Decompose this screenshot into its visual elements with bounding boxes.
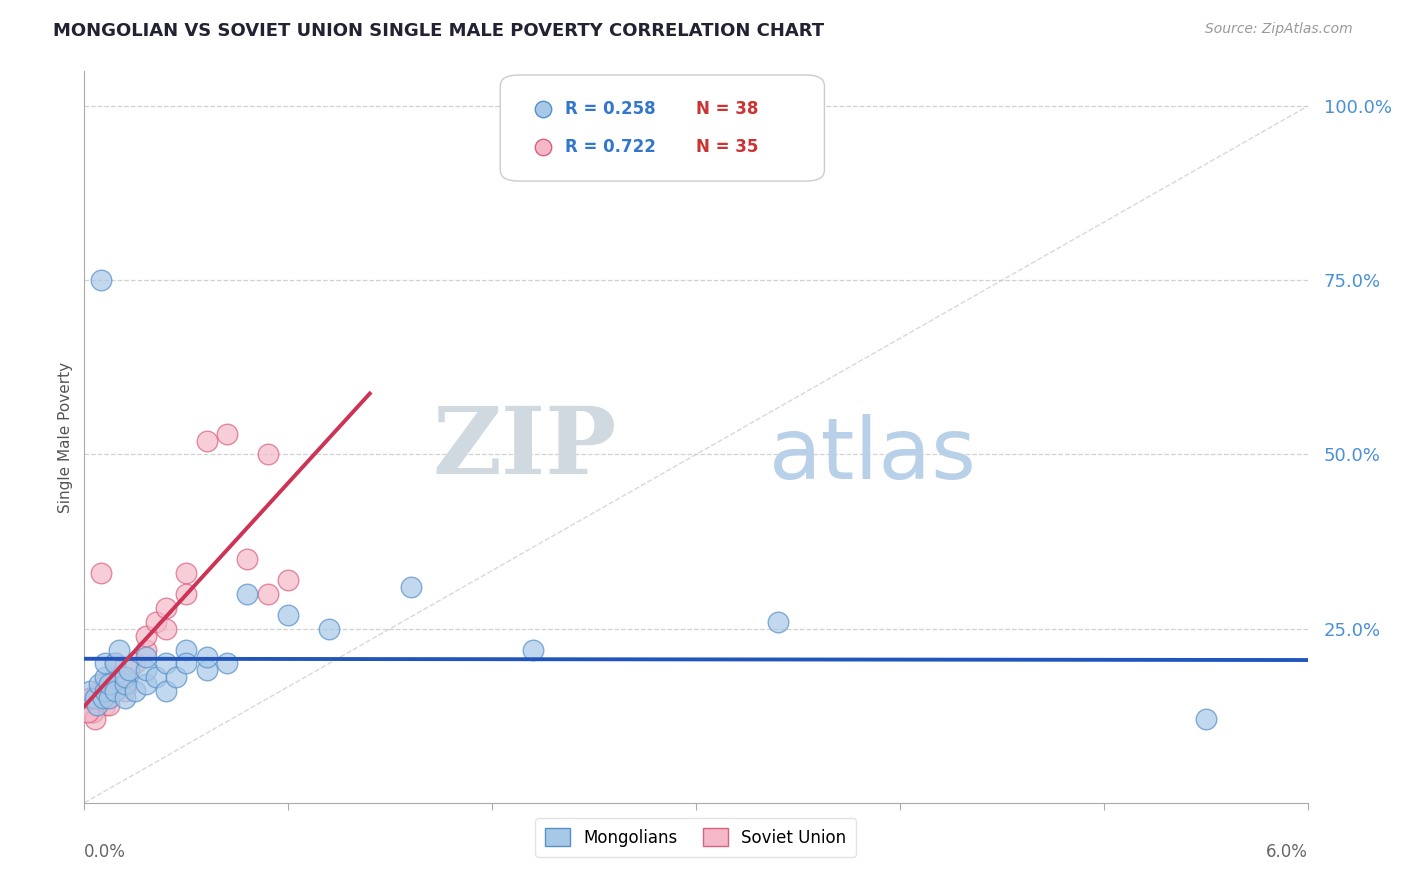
Point <box>135 642 157 657</box>
Point <box>176 657 198 671</box>
Point <box>399 580 422 594</box>
Point <box>257 448 280 462</box>
Point <box>236 552 259 566</box>
Point <box>236 587 259 601</box>
Point <box>90 566 112 580</box>
Point <box>90 273 112 287</box>
Point <box>79 684 101 698</box>
Point <box>124 684 146 698</box>
Text: MONGOLIAN VS SOVIET UNION SINGLE MALE POVERTY CORRELATION CHART: MONGOLIAN VS SOVIET UNION SINGLE MALE PO… <box>53 22 824 40</box>
Point <box>217 657 239 671</box>
Point <box>104 657 127 671</box>
Point <box>93 657 117 671</box>
Point <box>93 684 117 698</box>
Point <box>79 691 101 706</box>
Point <box>135 649 157 664</box>
Point <box>93 691 117 706</box>
Point <box>114 691 136 706</box>
Point <box>135 677 157 691</box>
Point <box>79 698 101 713</box>
Point <box>108 642 131 657</box>
Point <box>277 573 299 587</box>
Point <box>145 615 167 629</box>
Point <box>87 677 110 691</box>
Point <box>217 426 239 441</box>
Text: 6.0%: 6.0% <box>1265 843 1308 861</box>
Point <box>82 705 104 719</box>
Point <box>93 677 117 691</box>
Point <box>176 587 198 601</box>
Point <box>104 670 127 684</box>
Point <box>155 622 177 636</box>
Point <box>155 657 177 671</box>
Text: R = 0.258: R = 0.258 <box>565 100 655 118</box>
Point <box>118 664 141 678</box>
Point <box>77 698 100 713</box>
Point <box>318 622 340 636</box>
Point <box>135 629 157 643</box>
Point <box>155 684 177 698</box>
Point <box>195 649 218 664</box>
Point <box>165 670 187 684</box>
Point <box>257 587 280 601</box>
Point <box>93 698 117 713</box>
Point <box>114 670 136 684</box>
Text: N = 38: N = 38 <box>696 100 758 118</box>
Legend: Mongolians, Soviet Union: Mongolians, Soviet Union <box>536 819 856 856</box>
Point <box>114 677 136 691</box>
Text: N = 35: N = 35 <box>696 138 758 156</box>
Point <box>97 684 120 698</box>
Point <box>97 691 120 706</box>
Y-axis label: Single Male Poverty: Single Male Poverty <box>58 361 73 513</box>
Point <box>124 657 146 671</box>
Text: 0.0%: 0.0% <box>84 843 127 861</box>
Point <box>277 607 299 622</box>
Point <box>195 434 218 448</box>
Point <box>83 712 105 726</box>
Point <box>82 705 104 719</box>
Point <box>83 691 105 706</box>
Point <box>104 657 127 671</box>
FancyBboxPatch shape <box>501 75 824 181</box>
Point <box>86 698 108 713</box>
Point <box>97 677 120 691</box>
Point <box>176 642 198 657</box>
Point <box>77 705 100 719</box>
Point <box>766 615 789 629</box>
Point <box>1195 712 1218 726</box>
Point <box>104 684 127 698</box>
Point <box>97 698 120 713</box>
Point <box>135 664 157 678</box>
Point <box>86 698 108 713</box>
Text: Source: ZipAtlas.com: Source: ZipAtlas.com <box>1205 22 1353 37</box>
Point <box>176 566 198 580</box>
Text: R = 0.722: R = 0.722 <box>565 138 657 156</box>
Point <box>155 600 177 615</box>
Point <box>114 670 136 684</box>
Point <box>522 642 544 657</box>
Text: atlas: atlas <box>769 414 977 497</box>
Point <box>91 691 114 706</box>
Point <box>195 664 218 678</box>
Point <box>83 691 105 706</box>
Text: ZIP: ZIP <box>432 403 616 493</box>
Point <box>145 670 167 684</box>
Point <box>93 670 117 684</box>
Point <box>79 691 101 706</box>
Point <box>87 684 110 698</box>
Point <box>114 684 136 698</box>
